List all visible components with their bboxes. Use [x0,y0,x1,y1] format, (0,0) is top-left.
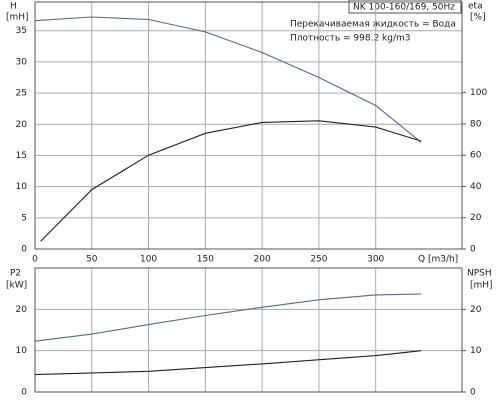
y-label: H [10,2,17,12]
plot-frame [34,1,463,250]
x-tick-label: 300 [367,255,384,265]
y-tick-label: 10 [16,182,28,192]
y-unit: [kW] [6,281,27,291]
x-tick-label: 200 [254,255,271,265]
x-tick-label: 250 [310,255,327,265]
x-tick-label: 50 [86,255,98,265]
x-tick-label: 100 [140,255,157,265]
curve [34,16,422,143]
curve [34,293,422,342]
title-box [348,0,462,14]
y2-tick-label: 20 [470,213,482,223]
y2-tick-label: 80 [470,119,482,129]
x-tick-label: 0 [32,255,38,265]
y2-label: eta [468,2,483,12]
y-tick-label: 5 [21,213,27,223]
x-tick-label: 150 [197,255,214,265]
curve [34,350,422,376]
y2-tick-label: 100 [470,88,487,98]
x-label: Q [m3/h] [418,255,458,265]
y2-tick-label: 0 [470,388,476,398]
y-tick-label: 25 [16,89,27,99]
y2-tick-label: 20 [470,305,482,315]
annotation: Плотность = 998.2 kg/m3 [290,34,411,44]
annotation: Перекачиваемая жидкость = Вода [290,20,456,30]
chart-title: NK 100-160/169, 50Hz [353,3,455,13]
y-label: P2 [10,269,21,279]
y-unit: [mH] [6,13,29,23]
y-tick-label: 15 [16,151,27,161]
y2-tick-label: 0 [470,245,476,255]
y-tick-label: 0 [21,245,27,255]
y-tick-label: 30 [16,57,28,67]
y-tick-label: 35 [16,26,27,36]
y-tick-label: 0 [21,388,27,398]
curve [40,120,422,242]
y2-tick-label: 60 [470,151,482,161]
y2-unit: [mH] [470,281,493,291]
y2-tick-label: 40 [470,182,482,192]
y2-unit: [%] [470,13,486,23]
y-tick-label: 20 [16,120,28,130]
y2-tick-label: 10 [470,346,482,356]
y-tick-label: 20 [16,305,28,315]
y-tick-label: 10 [16,346,28,356]
plot-frame [34,267,463,393]
y2-label: NPSH [467,269,492,279]
